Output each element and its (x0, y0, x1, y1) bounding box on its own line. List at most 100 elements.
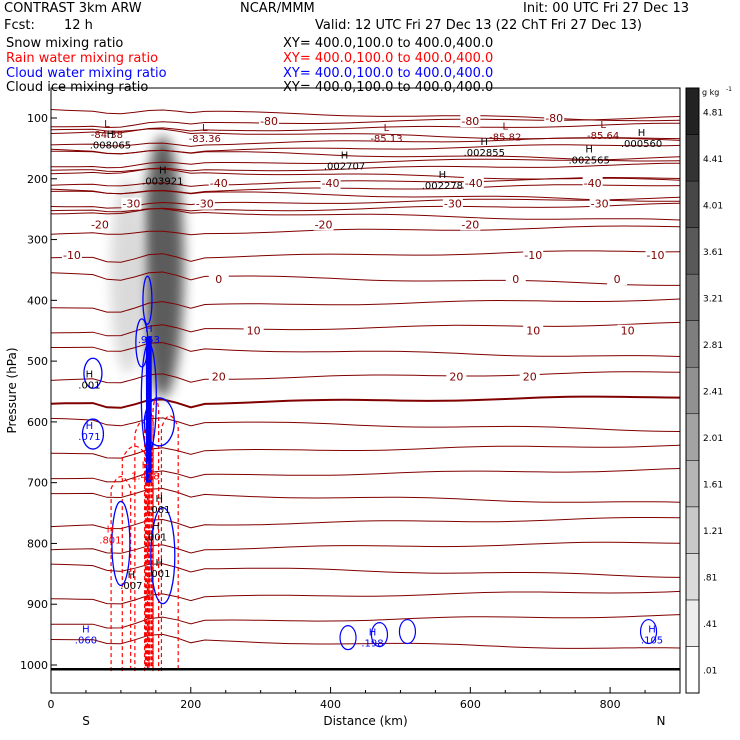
legend-snow-xy: XY= 400.0,100.0 to 400.0,400.0 (283, 36, 494, 51)
extremum-marker: L (600, 120, 606, 131)
extremum-marker: H (159, 166, 167, 177)
extremum-value: 1.418 (131, 472, 160, 483)
isotherm-label-bg (519, 370, 540, 383)
extremum-marker: H (82, 625, 90, 636)
colorbar-segment (685, 227, 700, 275)
isotherm-label: -30 (196, 198, 214, 211)
isotherm-label: -80 (545, 112, 563, 125)
extremum-marker: H (341, 151, 349, 162)
isotherm-label: -40 (210, 177, 228, 190)
extremum-value: .002278 (422, 181, 463, 192)
isotherm-line (51, 541, 680, 554)
isotherm-label-bg (194, 197, 215, 210)
colorbar-segment (685, 273, 700, 321)
extremum-marker: H (128, 570, 136, 581)
isotherm-label-bg (442, 197, 463, 210)
isotherm-line (51, 137, 680, 147)
extremum-value: -83.36 (189, 134, 221, 145)
isotherm-label-bg (208, 273, 229, 286)
colorbar-tick-label: 1.61 (703, 481, 723, 491)
colorbar-frame (685, 87, 700, 694)
isotherm-line (51, 614, 680, 629)
isotherm-line (51, 188, 680, 202)
cloud-water-contour (150, 506, 176, 605)
x-end-label-south: S (82, 714, 90, 728)
x-tick-label: 200 (180, 698, 201, 711)
x-axis-label: Distance (km) (323, 714, 407, 728)
extremum-marker: H (86, 421, 94, 432)
isotherm-label-bg (446, 370, 467, 383)
y-tick-label: 400 (27, 294, 48, 307)
extremum-value: .007 (120, 581, 142, 592)
isotherm-line (51, 128, 680, 141)
x-tick-label: 600 (460, 698, 481, 711)
extremum-value: .105 (641, 636, 663, 647)
cloud-water-contour (111, 500, 131, 587)
org-label: NCAR/MMM (240, 1, 315, 16)
extremum-marker: L (502, 121, 508, 132)
isotherm-label: -30 (122, 198, 140, 211)
isotherm-line (51, 148, 680, 162)
isotherm-label: -40 (465, 177, 483, 190)
extremum-marker: H (481, 137, 489, 148)
extremum-marker: H (156, 558, 164, 569)
fcst-value: 12 h (64, 18, 93, 33)
cloud-water-contour-small (398, 618, 417, 645)
isotherm-label-bg (505, 273, 526, 286)
isotherm-line (51, 122, 680, 134)
isotherm-label: -30 (591, 198, 609, 211)
colorbar-tick-label: .01 (703, 667, 717, 677)
isotherm-line (51, 196, 680, 209)
colorbar-tick-label: 2.41 (703, 388, 723, 398)
rain-contour (110, 476, 132, 672)
extremum-value: -84.38 (91, 130, 123, 141)
colorbar-segment (685, 134, 700, 182)
isotherm-line (51, 271, 680, 286)
colorbar-tick-label: 4.41 (703, 155, 723, 165)
isotherm-line (51, 225, 680, 236)
x-tick-label: 400 (320, 698, 341, 711)
isotherm-line (51, 156, 680, 169)
extremum-marker: H (156, 494, 164, 505)
colorbar-segment (685, 320, 700, 368)
snow-shading-column (141, 136, 184, 398)
extremum-marker: H (145, 324, 153, 335)
isotherm-line (51, 633, 680, 649)
isotherm-line (51, 298, 680, 313)
extremum-value: .060 (75, 636, 97, 647)
extremum-marker: H (142, 461, 150, 472)
colorbar-tick-label: 2.01 (703, 434, 723, 444)
isotherm-label-bg (243, 324, 264, 337)
y-tick-label: 100 (27, 112, 48, 125)
extremum-marker: H (638, 128, 646, 139)
isotherm-line (51, 444, 680, 459)
isotherm-label-bg (589, 197, 610, 210)
isotherm-label-bg (61, 248, 82, 261)
isotherm-label-bg (582, 177, 603, 190)
extremum-marker: L (202, 123, 208, 134)
isotherm-label-bg (208, 370, 229, 383)
isotherm-label: 10 (621, 325, 635, 338)
isotherm-label-bg (89, 218, 110, 231)
legend-cloud-water-xy: XY= 400.0,100.0 to 400.0,400.0 (283, 66, 494, 81)
extremum-value: -85.64 (587, 131, 619, 142)
extremum-marker: H (152, 521, 160, 532)
cloud-water-contour (81, 418, 105, 450)
legend-rain-xy: XY= 400.0,100.0 to 400.0,400.0 (283, 51, 494, 66)
isotherm-label: 20 (212, 370, 226, 383)
isotherm-label-bg (259, 115, 280, 128)
isotherm-label: -10 (524, 249, 542, 262)
extremum-value: .003921 (142, 177, 183, 188)
isotherm-label: -20 (461, 218, 479, 231)
isotherm-label-bg (463, 177, 484, 190)
isotherm-line (51, 168, 680, 181)
y-axis-label: Pressure (hPa) (5, 347, 19, 433)
colorbar-tick-label: .41 (703, 620, 717, 630)
isotherm-label-bg (523, 324, 544, 337)
colorbar-segment (685, 87, 700, 135)
colorbar-tick-label: 2.81 (703, 341, 723, 351)
isotherm-label-bg (208, 177, 229, 190)
isotherm-label: -10 (63, 249, 81, 262)
extremum-value: .001 (148, 569, 170, 580)
extremum-value: .001 (78, 380, 100, 391)
